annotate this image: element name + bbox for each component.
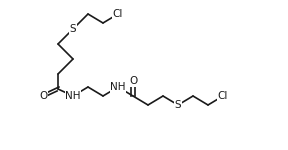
Text: O: O — [39, 91, 47, 101]
Text: S: S — [175, 100, 181, 110]
Text: NH: NH — [65, 91, 81, 101]
Text: O: O — [129, 76, 137, 86]
Text: S: S — [70, 24, 76, 34]
Text: NH: NH — [110, 82, 126, 92]
Text: Cl: Cl — [113, 9, 123, 19]
Text: Cl: Cl — [218, 91, 228, 101]
